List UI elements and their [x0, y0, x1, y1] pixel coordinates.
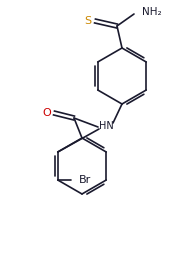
Text: S: S [84, 16, 91, 26]
Text: Br: Br [79, 175, 91, 185]
Text: HN: HN [99, 121, 113, 131]
Text: O: O [43, 108, 51, 118]
Text: NH₂: NH₂ [142, 7, 162, 17]
